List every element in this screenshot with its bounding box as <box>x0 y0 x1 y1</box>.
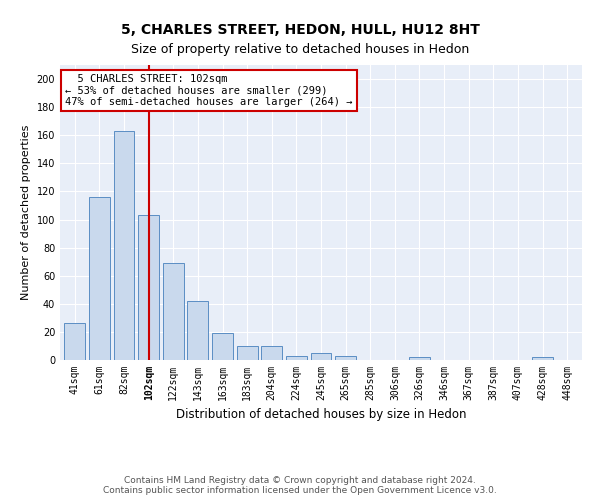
Bar <box>163 263 184 360</box>
Text: Contains HM Land Registry data © Crown copyright and database right 2024.
Contai: Contains HM Land Registry data © Crown c… <box>103 476 497 495</box>
Bar <box>261 346 282 360</box>
X-axis label: Distribution of detached houses by size in Hedon: Distribution of detached houses by size … <box>176 408 466 422</box>
Bar <box>311 353 331 360</box>
Bar <box>286 356 307 360</box>
Bar <box>236 346 257 360</box>
Y-axis label: Number of detached properties: Number of detached properties <box>21 125 31 300</box>
Text: Size of property relative to detached houses in Hedon: Size of property relative to detached ho… <box>131 42 469 56</box>
Bar <box>138 216 159 360</box>
Bar <box>335 356 356 360</box>
Bar <box>409 357 430 360</box>
Text: 5 CHARLES STREET: 102sqm
← 53% of detached houses are smaller (299)
47% of semi-: 5 CHARLES STREET: 102sqm ← 53% of detach… <box>65 74 353 107</box>
Bar <box>187 301 208 360</box>
Text: 5, CHARLES STREET, HEDON, HULL, HU12 8HT: 5, CHARLES STREET, HEDON, HULL, HU12 8HT <box>121 22 479 36</box>
Bar <box>212 334 233 360</box>
Bar <box>64 324 85 360</box>
Bar <box>89 197 110 360</box>
Bar <box>113 131 134 360</box>
Bar <box>532 357 553 360</box>
